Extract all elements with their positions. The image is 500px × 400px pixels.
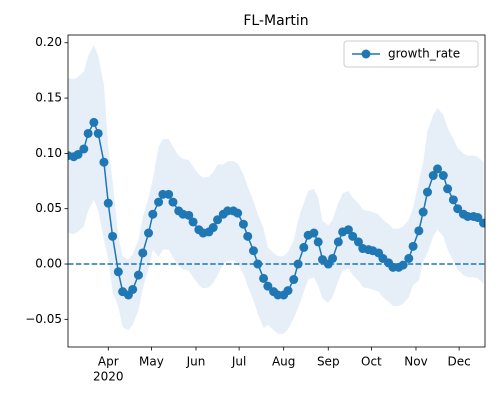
y-tick-label: −0.05 xyxy=(25,312,62,326)
data-point xyxy=(289,275,299,285)
data-point xyxy=(248,246,258,256)
data-point xyxy=(283,286,293,296)
data-point xyxy=(133,270,143,280)
data-point xyxy=(154,197,164,207)
data-point xyxy=(479,218,485,228)
data-point xyxy=(448,195,458,205)
data-point xyxy=(428,171,438,181)
data-point xyxy=(433,164,443,174)
data-point xyxy=(418,207,428,217)
data-point xyxy=(348,231,358,241)
data-point xyxy=(138,248,148,258)
data-point xyxy=(233,208,243,218)
x-tick-label: Apr xyxy=(98,355,119,369)
data-point xyxy=(343,225,353,235)
data-point xyxy=(184,210,194,220)
data-point xyxy=(108,231,118,241)
data-point xyxy=(93,128,103,138)
data-point xyxy=(259,273,269,283)
data-point xyxy=(299,242,309,252)
data-point xyxy=(398,260,408,270)
data-point xyxy=(293,259,303,269)
data-point xyxy=(313,237,323,247)
data-point xyxy=(213,215,223,225)
x-tick-label: May xyxy=(139,355,164,369)
legend-marker xyxy=(361,49,371,59)
data-point xyxy=(473,213,483,223)
y-tick-label: 0.15 xyxy=(35,91,62,105)
data-point xyxy=(333,237,343,247)
data-point xyxy=(443,184,453,194)
data-point xyxy=(168,197,178,207)
data-point xyxy=(253,259,263,269)
x-tick-label: Jul xyxy=(231,355,246,369)
x-tick-label: Jun xyxy=(186,355,206,369)
data-point xyxy=(353,237,363,247)
data-point xyxy=(408,241,418,251)
data-point xyxy=(208,223,218,233)
x-tick-label: Sep xyxy=(317,355,340,369)
data-point xyxy=(128,284,138,294)
y-tick-label: 0.10 xyxy=(35,146,62,160)
plot-area xyxy=(68,44,485,334)
data-point xyxy=(113,267,123,277)
data-point xyxy=(309,228,319,238)
data-point xyxy=(188,217,198,227)
x-tick-label: Dec xyxy=(448,355,471,369)
x-year-label: 2020 xyxy=(93,370,124,384)
data-point xyxy=(73,149,83,159)
x-tick-label: Oct xyxy=(361,355,382,369)
x-tick-label: Aug xyxy=(272,355,295,369)
data-point xyxy=(148,209,158,219)
y-tick-label: 0.20 xyxy=(35,35,62,49)
data-point xyxy=(99,157,109,167)
data-point xyxy=(79,144,89,154)
y-tick-label: 0.00 xyxy=(35,257,62,271)
data-point xyxy=(263,281,273,291)
data-point xyxy=(144,228,154,238)
data-point xyxy=(83,128,93,138)
data-point xyxy=(238,219,248,229)
data-point xyxy=(164,189,174,199)
data-point xyxy=(328,253,338,263)
data-point xyxy=(422,187,432,197)
plot-frame xyxy=(67,34,486,348)
x-tick-label: Nov xyxy=(404,355,427,369)
data-point xyxy=(453,204,463,214)
chart-title: FL-Martin xyxy=(243,13,308,29)
legend-box xyxy=(343,40,479,68)
data-point xyxy=(438,171,448,181)
data-point xyxy=(89,117,99,127)
y-tick-label: 0.05 xyxy=(35,201,62,215)
legend-label: growth_rate xyxy=(388,47,460,61)
data-point xyxy=(243,231,253,241)
data-point xyxy=(414,226,424,236)
data-point xyxy=(404,253,414,263)
data-point xyxy=(103,198,113,208)
